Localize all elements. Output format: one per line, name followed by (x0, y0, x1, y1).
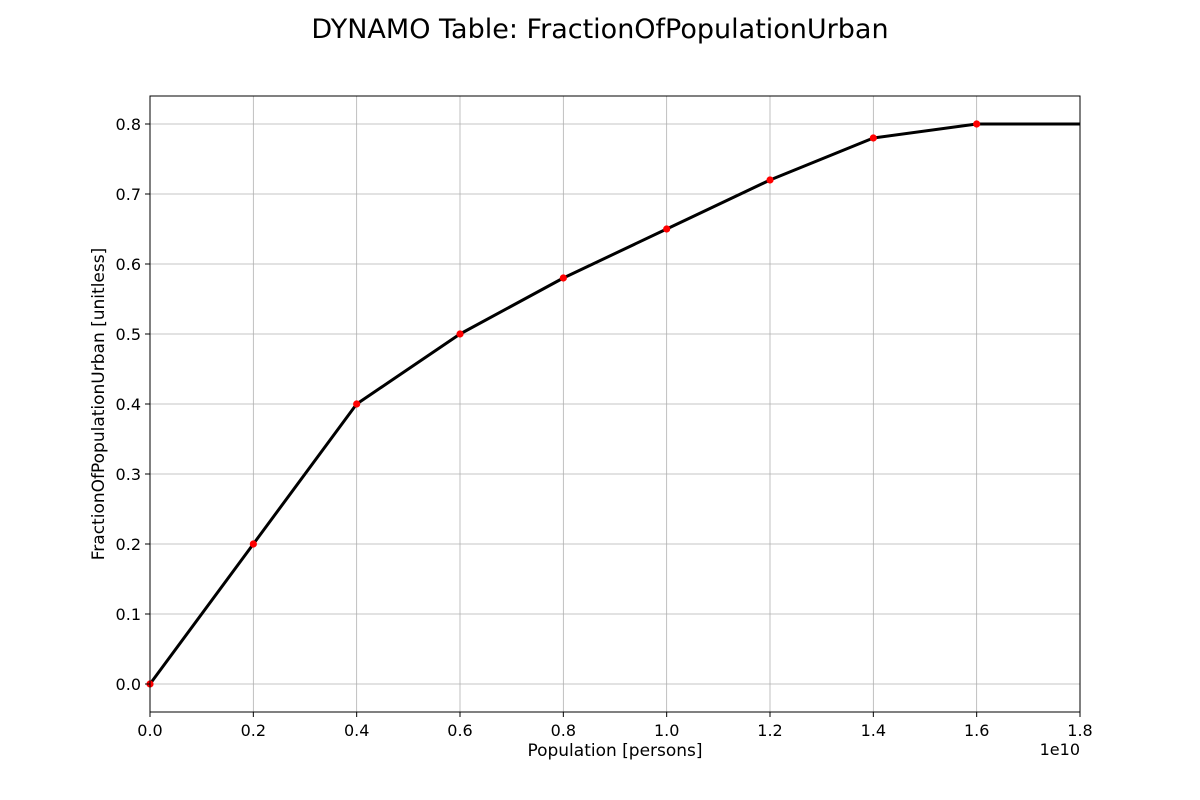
x-tick-label: 0.8 (551, 721, 576, 740)
data-point (559, 274, 567, 282)
data-point (973, 120, 981, 128)
x-offset-label: 1e10 (1040, 740, 1080, 759)
x-tick-label: 1.6 (964, 721, 989, 740)
data-point (249, 540, 257, 548)
x-tick-label: 1.8 (1067, 721, 1092, 740)
y-tick-label: 0.0 (116, 675, 141, 694)
data-point (663, 225, 671, 233)
y-tick-label: 0.2 (116, 535, 141, 554)
y-axis: 0.0 0.1 0.2 0.3 0.4 0.5 0.6 0.7 0.8 (116, 115, 150, 694)
chart-title: DYNAMO Table: FractionOfPopulationUrban (311, 14, 888, 45)
y-tick-label: 0.1 (116, 605, 141, 624)
x-axis-label: Population [persons] (527, 741, 702, 761)
x-tick-label: 1.2 (757, 721, 782, 740)
x-axis: 0.0 0.2 0.4 0.6 0.8 1.0 1.2 1.4 1.6 1.8 (137, 712, 1093, 740)
x-tick-label: 1.0 (654, 721, 679, 740)
data-point (456, 330, 464, 338)
x-tick-label: 0.2 (241, 721, 266, 740)
data-point (766, 176, 774, 184)
y-tick-label: 0.5 (116, 325, 141, 344)
y-tick-label: 0.8 (116, 115, 141, 134)
data-point (353, 400, 361, 408)
data-point (869, 134, 877, 142)
x-tick-label: 0.6 (447, 721, 472, 740)
x-tick-label: 0.0 (137, 721, 162, 740)
y-tick-label: 0.4 (116, 395, 141, 414)
series-line (148, 122, 1080, 685)
y-axis-label: FractionOfPopulationUrban [unitless] (89, 248, 109, 560)
x-tick-label: 0.4 (344, 721, 369, 740)
x-tick-label: 1.4 (861, 721, 886, 740)
y-tick-label: 0.6 (116, 255, 141, 274)
y-tick-label: 0.3 (116, 465, 141, 484)
y-tick-label: 0.7 (116, 185, 141, 204)
series-layer (146, 120, 1080, 688)
grid (149, 96, 1081, 712)
